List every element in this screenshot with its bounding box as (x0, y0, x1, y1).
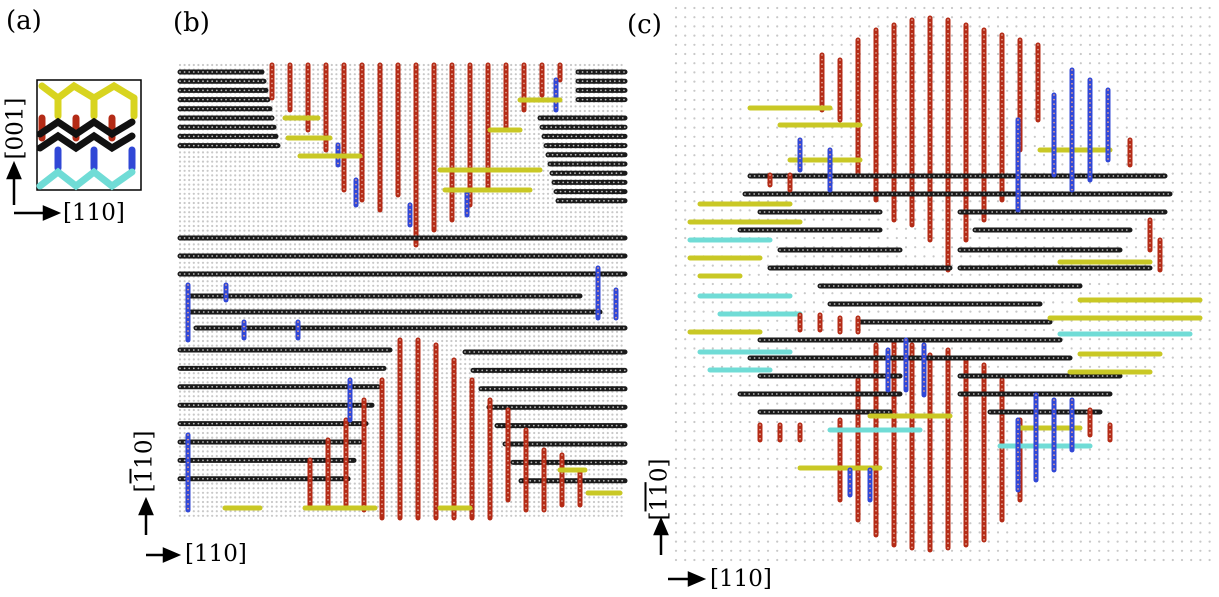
panel-label-c: (c) (627, 10, 662, 40)
axis-a-horizontal: [110] (63, 200, 125, 226)
panel-label-b: (b) (173, 8, 210, 38)
axis-b-horizontal: [110] (185, 541, 247, 567)
axis-b-vertical-open: [ (131, 483, 158, 493)
axis-c-vertical-open: [ (646, 511, 673, 521)
axis-b-vertical-bar: 1 (131, 468, 158, 484)
panel-b-dimers (177, 62, 628, 521)
axis-b-vertical-rest: 10] (131, 430, 158, 469)
axis-c-vertical-rest: 0] (646, 458, 673, 483)
axis-c-vertical-bar: 11 (646, 482, 673, 512)
panel-c-dimers (687, 15, 1203, 553)
axis-b-vertical: [110] (131, 427, 158, 497)
panel-label-a: (a) (6, 6, 42, 36)
axis-c-horizontal: [110] (710, 566, 772, 592)
axis-c-vertical: [110] (646, 455, 673, 525)
